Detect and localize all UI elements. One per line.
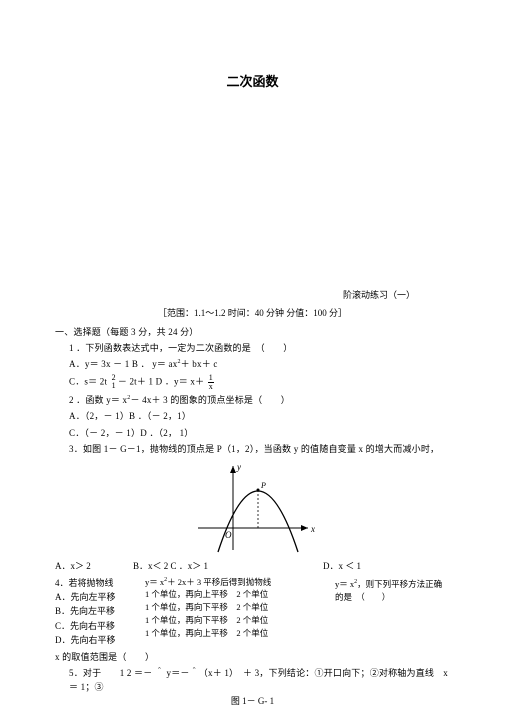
- q1-a-tail: ＋ bx＋ c: [181, 359, 218, 369]
- q4-opt-d-r: 1 个单位，再向上平移 2 个单位: [145, 627, 335, 640]
- q4-opt-d-l: D．先向右平移: [55, 633, 145, 647]
- q5-stem: 5．对于 1 2 ＝－ ＾ y＝－＾（x＋ 1） ＋ 3，下列结论：①开口向下；…: [55, 666, 450, 695]
- scope-line: ［范围：1.1～1.2 时间：40 分钟 分值：100 分］: [0, 306, 505, 320]
- q4-opt-a-r: 1 个单位，再向上平移 2 个单位: [145, 588, 335, 601]
- q3-stem: 3．如图 1－ G－1，抛物线的顶点是 P（1，2），当函数 y 的值随自变量 …: [55, 442, 450, 456]
- q1-c-mid: － 2t＋ 1 D ．y＝ x＋: [118, 376, 204, 386]
- q1-opt-a: A．y＝ 3x － 1 B ． y＝ ax2＋ bx＋ c: [55, 357, 450, 371]
- q4-opt-b-l: B．先向左平移: [55, 604, 145, 618]
- q3-options-row: A．x＞ 2 B．x＜ 2 C ．x＞ 1 D．x ＜ 1: [55, 559, 450, 573]
- q3-opt-bc: B．x＜ 2 C ．x＞ 1: [133, 559, 253, 573]
- q3-range-label: x 的取值范围是（ ）: [55, 650, 450, 664]
- q1-opt-c: C．s＝ 2t 21－ 2t＋ 1 D ．y＝ x＋ 1 x: [55, 374, 450, 391]
- q3-opt-d: D．x ＜ 1: [323, 559, 361, 573]
- q2-opt-a: A．（2，－ 1）B ．（－ 2，1）: [55, 409, 450, 423]
- q3-q4-block: A．x＞ 2 B．x＜ 2 C ．x＞ 1 D．x ＜ 1 4．若将抛物线 A．…: [55, 559, 450, 647]
- q4-eq-l: y＝ x: [145, 577, 164, 587]
- q4-opt-c-r: 1 个单位，再向下平移 2 个单位: [145, 614, 335, 627]
- q1-stem: 1 ．下列函数表达式中，一定为二次函数的是 （ ）: [55, 341, 450, 355]
- q1-c-pre: C．s＝ 2t: [69, 376, 107, 386]
- figure-caption: 图 1－ G- 1: [0, 694, 505, 708]
- q4-eq-r: y＝ x: [335, 579, 354, 589]
- q1-sup-2: 21: [111, 374, 117, 390]
- q2-opt-c: C．（－ 2，－ 1）D ．（2， 1）: [55, 426, 450, 440]
- q4-right-col: y＝ x2，则下列平移方法正确的是 （ ）: [335, 576, 450, 605]
- q4-opt-c-l: C．先向右平移: [55, 619, 145, 633]
- subtitle: 阶滚动练习（一）: [0, 288, 505, 302]
- q2-pre: 2 ．函数 y＝ x: [69, 395, 127, 405]
- q4-left-col: 4．若将抛物线 A．先向左平移 B．先向左平移 C．先向右平移 D．先向右平移: [55, 576, 145, 648]
- parabola-graph: x y O P: [55, 460, 450, 555]
- q1-a-text: A．y＝ 3x － 1 B ． y＝ ax: [69, 359, 177, 369]
- q4-eq-m: ＋ 2x＋ 3 平移后得到抛物线: [167, 577, 271, 587]
- q4-opt-b-r: 1 个单位，再向下平移 2 个单位: [145, 601, 335, 614]
- q1-frac-1x: 1 x: [208, 374, 214, 391]
- svg-text:x: x: [310, 524, 315, 534]
- svg-text:P: P: [260, 481, 266, 490]
- content-area: 一、选择题（每题 3 分，共 24 分） 1 ．下列函数表达式中，一定为二次函数…: [0, 325, 505, 695]
- q4-mid-col: y＝ x2＋ 2x＋ 3 平移后得到抛物线 1 个单位，再向上平移 2 个单位 …: [145, 576, 335, 640]
- section-heading: 一、选择题（每题 3 分，共 24 分）: [55, 325, 450, 339]
- q2-stem: 2 ．函数 y＝ x2－ 4x＋ 3 的图象的顶点坐标是（ ）: [55, 393, 450, 407]
- svg-text:y: y: [236, 462, 241, 472]
- frac-num: 1: [208, 374, 214, 382]
- page-title: 二次函数: [0, 0, 505, 93]
- q3-opt-a: A．x＞ 2: [55, 559, 133, 573]
- frac-den: x: [208, 382, 214, 391]
- q4-opt-a-l: A．先向左平移: [55, 590, 145, 604]
- q4-stem-pre: 4．若将抛物线: [55, 576, 145, 590]
- q2-post: － 4x＋ 3 的图象的顶点坐标是（ ）: [130, 395, 289, 405]
